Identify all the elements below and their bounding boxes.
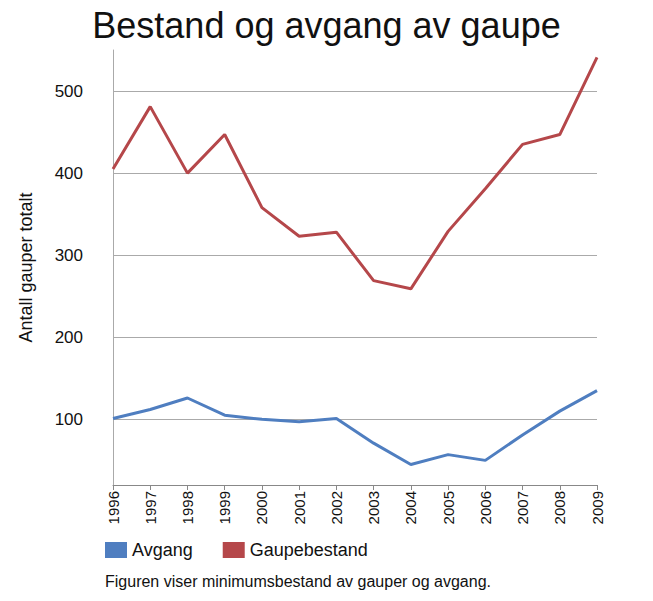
svg-text:Bestand og avgang av gaupe: Bestand og avgang av gaupe — [92, 5, 560, 46]
svg-text:2003: 2003 — [365, 491, 382, 524]
svg-text:1996: 1996 — [105, 491, 122, 524]
svg-text:Avgang: Avgang — [132, 540, 193, 560]
svg-text:2004: 2004 — [402, 491, 419, 524]
svg-text:300: 300 — [55, 246, 83, 265]
svg-text:2006: 2006 — [477, 491, 494, 524]
svg-text:Gaupebestand: Gaupebestand — [250, 540, 368, 560]
svg-text:2007: 2007 — [514, 491, 531, 524]
svg-text:1999: 1999 — [216, 491, 233, 524]
svg-text:1997: 1997 — [142, 491, 159, 524]
svg-text:100: 100 — [55, 410, 83, 429]
svg-text:200: 200 — [55, 328, 83, 347]
svg-text:400: 400 — [55, 164, 83, 183]
svg-text:Antall gauper totalt: Antall gauper totalt — [16, 192, 36, 342]
svg-text:1998: 1998 — [179, 491, 196, 524]
svg-text:500: 500 — [55, 82, 83, 101]
svg-text:2008: 2008 — [551, 491, 568, 524]
svg-text:Figuren viser minimumsbestand: Figuren viser minimumsbestand av gauper … — [105, 573, 491, 590]
svg-text:2002: 2002 — [328, 491, 345, 524]
svg-text:2005: 2005 — [440, 491, 457, 524]
svg-text:2000: 2000 — [253, 491, 270, 524]
svg-text:2009: 2009 — [589, 491, 606, 524]
svg-text:2001: 2001 — [291, 491, 308, 524]
